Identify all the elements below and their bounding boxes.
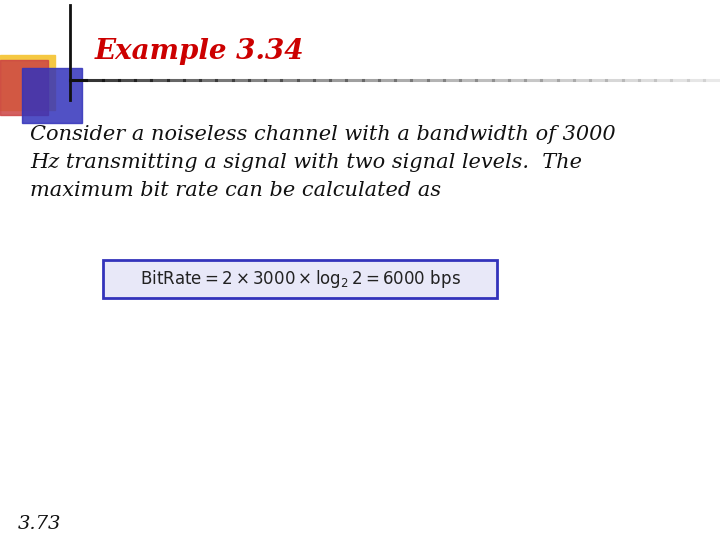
Bar [0,55,55,110]
Bar [0,60,48,115]
FancyBboxPatch shape [103,260,497,298]
Text: Example 3.34: Example 3.34 [95,38,305,65]
Bar [22,68,82,123]
Text: $\mathrm{BitRate} = 2 \times 3000 \times \log_2 2 = 6000\ \mathrm{bps}$: $\mathrm{BitRate} = 2 \times 3000 \times… [140,268,461,290]
Text: Consider a noiseless channel with a bandwidth of 3000: Consider a noiseless channel with a band… [30,125,616,144]
Text: 3.73: 3.73 [18,515,61,533]
Text: Hz transmitting a signal with two signal levels.  The: Hz transmitting a signal with two signal… [30,153,582,172]
Text: maximum bit rate can be calculated as: maximum bit rate can be calculated as [30,181,441,200]
